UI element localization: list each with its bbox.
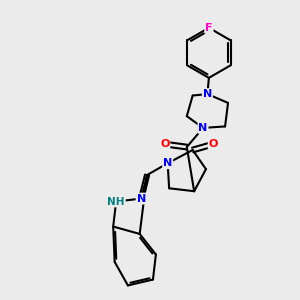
Text: N: N	[163, 158, 172, 168]
Text: O: O	[160, 139, 169, 149]
Text: O: O	[208, 139, 218, 149]
Text: N: N	[203, 89, 212, 99]
Text: NH: NH	[107, 196, 125, 206]
Text: N: N	[136, 194, 146, 204]
Text: F: F	[205, 23, 213, 33]
Text: N: N	[198, 123, 208, 133]
